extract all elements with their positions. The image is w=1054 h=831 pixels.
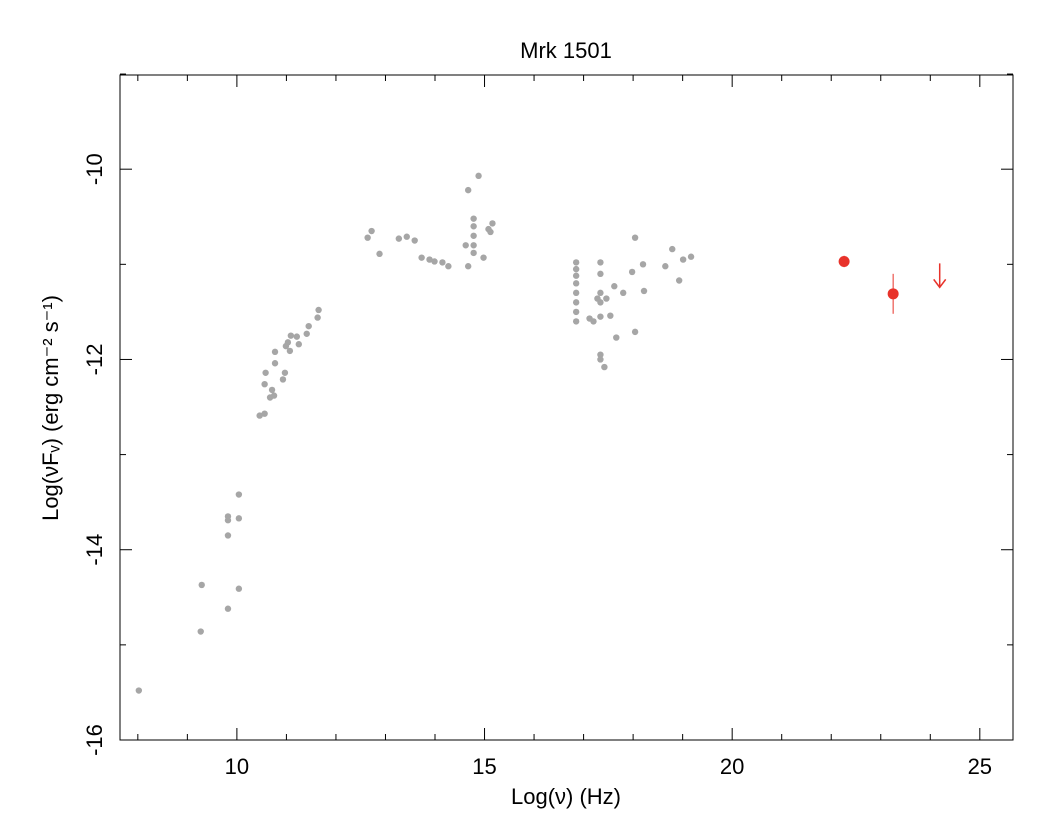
upper-limit-arrow bbox=[933, 263, 947, 289]
point bbox=[431, 258, 438, 265]
point bbox=[198, 581, 205, 589]
point bbox=[603, 295, 610, 302]
point bbox=[303, 330, 310, 337]
point bbox=[572, 280, 580, 287]
point bbox=[620, 289, 627, 297]
point bbox=[462, 242, 469, 249]
point bbox=[597, 259, 604, 266]
point bbox=[470, 242, 477, 249]
point bbox=[572, 299, 580, 306]
point bbox=[675, 277, 683, 284]
point bbox=[669, 245, 676, 253]
point bbox=[445, 263, 452, 270]
point bbox=[224, 532, 232, 539]
point bbox=[286, 347, 294, 355]
point bbox=[597, 270, 604, 278]
x-tick-label: 20 bbox=[720, 754, 744, 779]
point bbox=[279, 376, 287, 383]
point bbox=[639, 261, 647, 268]
point bbox=[590, 318, 597, 325]
point bbox=[235, 491, 243, 498]
point bbox=[572, 259, 580, 266]
point bbox=[426, 256, 433, 263]
point bbox=[572, 289, 580, 297]
point bbox=[261, 380, 268, 388]
point bbox=[631, 328, 639, 336]
point bbox=[470, 232, 477, 239]
point bbox=[368, 227, 375, 235]
point bbox=[271, 360, 279, 367]
point bbox=[572, 318, 580, 325]
point bbox=[235, 515, 243, 522]
point bbox=[270, 392, 278, 399]
point bbox=[464, 186, 472, 194]
point bbox=[628, 268, 636, 276]
point bbox=[572, 265, 580, 273]
point bbox=[631, 234, 639, 241]
y-tick-label: -10 bbox=[82, 153, 107, 185]
point bbox=[287, 332, 295, 339]
point bbox=[235, 585, 243, 592]
point bbox=[572, 308, 580, 316]
point bbox=[262, 369, 269, 376]
point bbox=[487, 228, 494, 236]
point bbox=[480, 254, 487, 261]
point bbox=[470, 249, 477, 257]
point bbox=[475, 172, 482, 180]
point bbox=[613, 334, 620, 341]
point bbox=[470, 215, 477, 222]
point bbox=[597, 299, 604, 306]
point bbox=[271, 348, 279, 356]
point bbox=[601, 363, 608, 371]
point bbox=[662, 263, 669, 270]
point bbox=[403, 233, 410, 240]
y-axis-label: Log(νFᵥ) (erg cm⁻² s⁻¹) bbox=[38, 295, 63, 521]
x-axis-label: Log(ν) (Hz) bbox=[511, 784, 621, 809]
chart-title: Mrk 1501 bbox=[520, 38, 612, 63]
point bbox=[411, 237, 418, 244]
point bbox=[284, 339, 292, 346]
point bbox=[887, 288, 899, 300]
point bbox=[418, 254, 425, 261]
point bbox=[314, 314, 321, 321]
point bbox=[439, 259, 446, 266]
point bbox=[640, 287, 648, 295]
point bbox=[305, 322, 312, 330]
point bbox=[293, 333, 301, 340]
point bbox=[687, 253, 695, 260]
point bbox=[268, 386, 276, 394]
point bbox=[597, 313, 604, 320]
point bbox=[611, 283, 618, 290]
point bbox=[597, 351, 604, 358]
point bbox=[597, 356, 604, 363]
y-tick-label: -16 bbox=[82, 724, 107, 756]
point bbox=[197, 628, 204, 635]
point bbox=[315, 306, 322, 314]
point bbox=[607, 312, 614, 319]
point bbox=[597, 289, 604, 297]
point bbox=[295, 341, 302, 348]
x-tick-label: 25 bbox=[968, 754, 992, 779]
point bbox=[261, 410, 268, 417]
point bbox=[838, 255, 850, 267]
point bbox=[395, 235, 403, 242]
point bbox=[470, 223, 477, 230]
point bbox=[364, 234, 371, 241]
y-tick-label: -12 bbox=[82, 344, 107, 376]
point bbox=[281, 369, 289, 376]
point bbox=[224, 517, 232, 524]
y-tick-label: -14 bbox=[82, 534, 107, 566]
plot-frame bbox=[119, 74, 1014, 741]
point bbox=[376, 250, 383, 258]
point bbox=[489, 220, 496, 227]
x-tick-label: 10 bbox=[225, 754, 249, 779]
point bbox=[256, 412, 263, 419]
point bbox=[679, 256, 687, 263]
point bbox=[135, 687, 143, 694]
point bbox=[224, 605, 232, 612]
point bbox=[572, 272, 580, 279]
x-tick-label: 15 bbox=[472, 754, 496, 779]
point bbox=[464, 263, 472, 270]
